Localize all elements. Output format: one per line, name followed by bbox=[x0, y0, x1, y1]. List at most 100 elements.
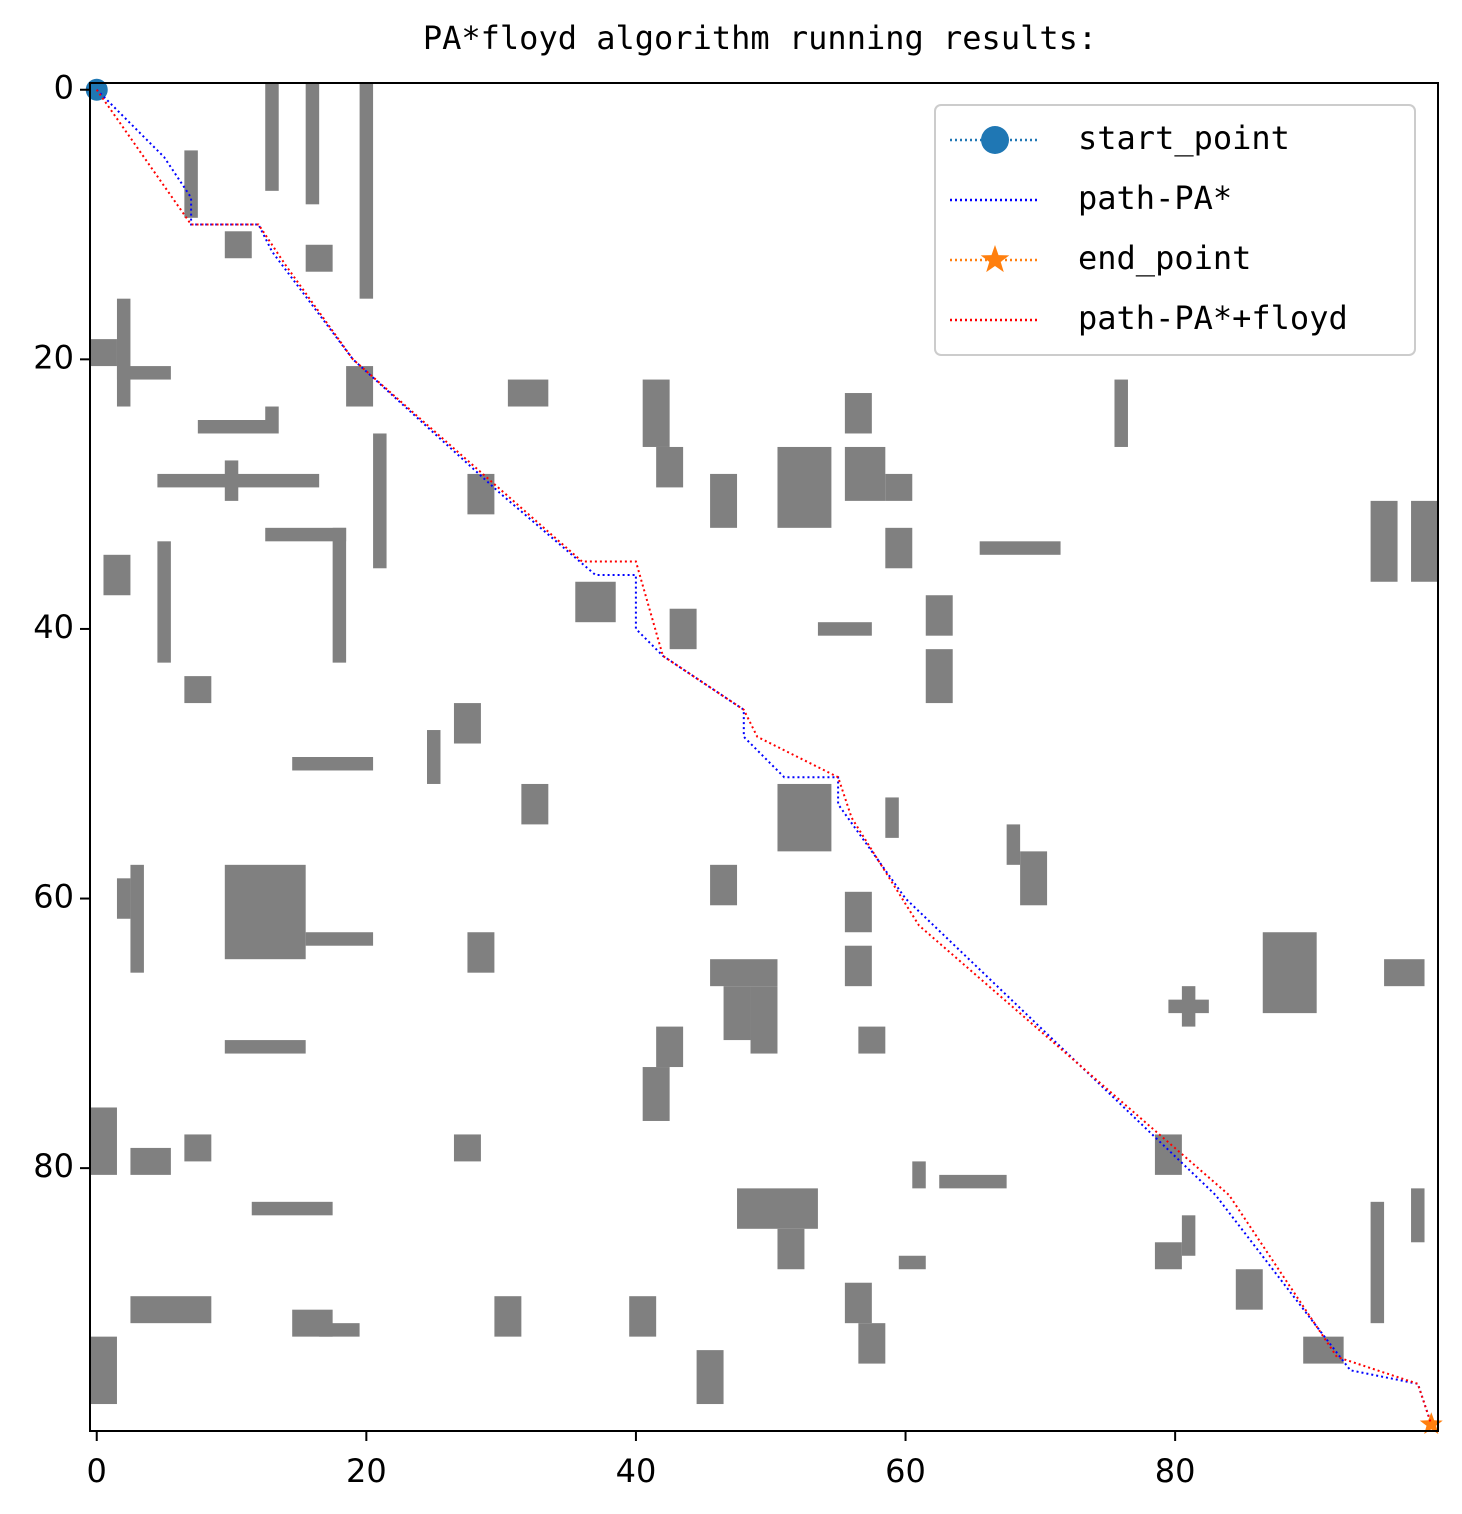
obstacle bbox=[332, 527, 347, 663]
obstacle bbox=[224, 231, 252, 259]
obstacle bbox=[844, 393, 872, 434]
obstacle bbox=[1370, 500, 1398, 582]
obstacle bbox=[939, 1174, 1007, 1189]
obstacle bbox=[359, 83, 374, 299]
obstacle bbox=[979, 541, 1061, 555]
obstacle bbox=[184, 150, 198, 218]
obstacle bbox=[656, 1026, 684, 1068]
obstacle bbox=[844, 446, 886, 501]
obstacle bbox=[710, 864, 738, 906]
obstacle bbox=[1370, 1201, 1385, 1324]
y-tick-label: 60 bbox=[33, 878, 74, 916]
obstacle bbox=[1181, 986, 1196, 1027]
obstacle bbox=[265, 83, 279, 191]
obstacle bbox=[265, 527, 347, 542]
x-tick-label: 60 bbox=[885, 1452, 926, 1490]
obstacle bbox=[453, 1134, 481, 1162]
obstacle bbox=[224, 460, 239, 501]
obstacle bbox=[116, 366, 171, 380]
obstacle bbox=[467, 473, 495, 515]
obstacle bbox=[90, 339, 117, 367]
obstacle bbox=[844, 1282, 872, 1324]
obstacle bbox=[696, 1350, 724, 1405]
path-line bbox=[95, 89, 1433, 1425]
obstacle bbox=[130, 864, 144, 973]
obstacle bbox=[912, 1161, 926, 1189]
obstacle bbox=[710, 473, 738, 528]
obstacle bbox=[130, 1147, 171, 1175]
obstacle bbox=[346, 366, 374, 407]
obstacle bbox=[575, 581, 616, 623]
obstacle bbox=[858, 1323, 886, 1364]
x-tick-label: 20 bbox=[346, 1452, 387, 1490]
obstacle bbox=[157, 541, 171, 663]
obstacle bbox=[292, 757, 374, 771]
obstacle bbox=[265, 406, 279, 420]
path-line bbox=[95, 88, 1433, 1425]
legend-marker bbox=[980, 245, 1010, 273]
obstacle bbox=[1181, 1215, 1196, 1256]
legend-label: start_point bbox=[1078, 119, 1290, 157]
obstacle bbox=[521, 783, 549, 825]
obstacle bbox=[1411, 1188, 1425, 1243]
y-tick-label: 0 bbox=[54, 69, 74, 107]
x-tick-label: 40 bbox=[616, 1452, 657, 1490]
legend-label: end_point bbox=[1078, 239, 1251, 277]
obstacle bbox=[1020, 851, 1048, 906]
obstacle bbox=[251, 1201, 333, 1216]
plot-frame bbox=[89, 82, 1439, 1432]
legend-box bbox=[934, 104, 1416, 356]
obstacle bbox=[777, 446, 832, 528]
obstacle bbox=[1411, 500, 1438, 582]
x-tick-label: 0 bbox=[87, 1452, 107, 1490]
obstacle bbox=[467, 932, 495, 973]
obstacle bbox=[184, 1134, 212, 1162]
obstacle bbox=[844, 945, 872, 987]
y-tick-label: 80 bbox=[33, 1147, 74, 1185]
obstacle bbox=[737, 1188, 818, 1229]
y-tick-label: 20 bbox=[33, 338, 74, 376]
legend: start_point path-PA* end_point path-PA*+flo… bbox=[934, 104, 1416, 356]
obstacle bbox=[885, 797, 899, 838]
obstacle bbox=[507, 379, 549, 407]
obstacle bbox=[844, 891, 872, 933]
obstacle bbox=[750, 986, 778, 1054]
obstacle bbox=[1154, 1134, 1182, 1175]
obstacle bbox=[130, 1296, 212, 1324]
obstacle bbox=[116, 878, 131, 919]
obstacle bbox=[885, 473, 913, 501]
obstacle bbox=[1303, 1336, 1344, 1364]
obstacle bbox=[669, 608, 697, 650]
y-tick-label: 40 bbox=[33, 608, 74, 646]
obstacle bbox=[90, 1336, 117, 1405]
obstacle bbox=[305, 83, 320, 205]
obstacle bbox=[1154, 1242, 1182, 1270]
obstacle bbox=[710, 959, 778, 987]
obstacle bbox=[427, 730, 441, 784]
obstacle bbox=[898, 1255, 926, 1270]
obstacle bbox=[629, 1296, 657, 1337]
obstacle bbox=[723, 986, 751, 1041]
obstacle bbox=[858, 1026, 886, 1054]
obstacle bbox=[197, 420, 279, 434]
legend-label: path-PA*+floyd bbox=[1078, 299, 1348, 337]
obstacle bbox=[1114, 379, 1128, 447]
end-marker bbox=[1419, 1412, 1443, 1434]
obstacle bbox=[1235, 1269, 1263, 1310]
legend-marker bbox=[981, 126, 1009, 154]
obstacle bbox=[777, 783, 832, 852]
obstacle bbox=[305, 932, 374, 946]
x-tick-label: 80 bbox=[1155, 1452, 1196, 1490]
obstacle bbox=[777, 1228, 805, 1270]
obstacle bbox=[925, 649, 953, 704]
obstacle bbox=[1006, 824, 1021, 865]
legend-label: path-PA* bbox=[1078, 179, 1232, 217]
obstacle bbox=[925, 595, 953, 636]
obstacle bbox=[1262, 932, 1317, 1014]
obstacle bbox=[494, 1296, 522, 1337]
obstacle bbox=[224, 1040, 306, 1054]
obstacle bbox=[656, 446, 684, 488]
obstacle bbox=[642, 1067, 670, 1121]
obstacle bbox=[103, 554, 131, 596]
